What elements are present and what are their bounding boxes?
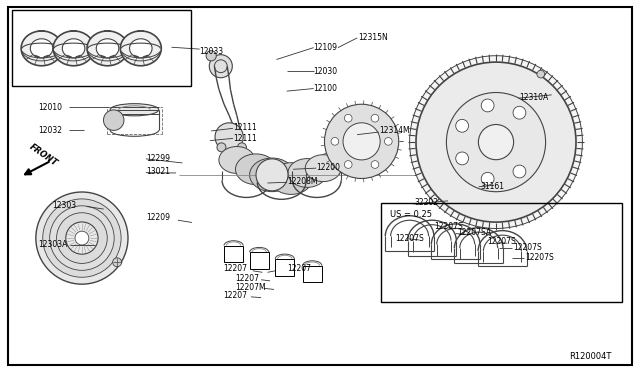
Text: R120004T: R120004T [569, 352, 611, 361]
Text: 12207SA: 12207SA [457, 228, 491, 237]
Text: 12299: 12299 [146, 154, 170, 163]
Text: 31161: 31161 [480, 182, 504, 191]
Text: 12207: 12207 [223, 291, 246, 300]
Ellipse shape [219, 147, 255, 173]
Ellipse shape [206, 51, 216, 61]
Ellipse shape [344, 114, 352, 122]
Ellipse shape [270, 163, 312, 195]
Ellipse shape [62, 39, 85, 58]
Text: US = 0.25: US = 0.25 [390, 210, 433, 219]
Text: 12315N: 12315N [358, 33, 388, 42]
Ellipse shape [513, 106, 526, 119]
Ellipse shape [250, 158, 294, 192]
Ellipse shape [343, 123, 380, 160]
Ellipse shape [416, 62, 576, 222]
Text: 12303A: 12303A [38, 240, 68, 249]
Text: 12010: 12010 [38, 103, 63, 112]
Text: 12111: 12111 [233, 134, 257, 143]
Text: FRONT: FRONT [28, 142, 60, 169]
Bar [381, 203, 622, 302]
Ellipse shape [237, 143, 246, 152]
Text: 12303: 12303 [52, 201, 77, 210]
Ellipse shape [410, 56, 582, 228]
Ellipse shape [324, 104, 399, 179]
Ellipse shape [113, 258, 122, 267]
Ellipse shape [256, 159, 288, 191]
Ellipse shape [87, 31, 128, 66]
Ellipse shape [371, 114, 379, 122]
Bar [12, 10, 191, 86]
Bar [275, 259, 294, 276]
Ellipse shape [215, 123, 243, 151]
Ellipse shape [385, 138, 392, 145]
Text: 12209: 12209 [146, 213, 170, 222]
Ellipse shape [305, 155, 341, 182]
Bar [303, 266, 322, 282]
Ellipse shape [217, 143, 226, 152]
Text: 12200: 12200 [316, 163, 340, 172]
Ellipse shape [344, 161, 352, 169]
Text: 12207: 12207 [287, 264, 311, 273]
Ellipse shape [331, 138, 339, 145]
Text: 12207S: 12207S [396, 234, 424, 243]
Text: 12207S: 12207S [513, 243, 542, 252]
Ellipse shape [53, 31, 94, 66]
Ellipse shape [236, 154, 276, 185]
Ellipse shape [36, 192, 128, 284]
Text: 12207S: 12207S [488, 237, 516, 246]
Text: 12207: 12207 [223, 264, 246, 273]
Ellipse shape [513, 165, 526, 178]
Ellipse shape [481, 99, 494, 112]
Text: 12032: 12032 [38, 126, 63, 135]
Ellipse shape [43, 199, 121, 277]
Bar [250, 252, 269, 269]
Ellipse shape [371, 161, 379, 169]
Ellipse shape [75, 231, 89, 245]
Ellipse shape [481, 172, 494, 185]
Text: 32202: 32202 [415, 198, 439, 207]
Ellipse shape [66, 222, 98, 254]
Text: 12208M: 12208M [287, 177, 317, 186]
Ellipse shape [56, 213, 108, 263]
Ellipse shape [479, 125, 514, 160]
Ellipse shape [50, 206, 114, 270]
Ellipse shape [110, 104, 159, 116]
Text: 12100: 12100 [314, 84, 338, 93]
Text: 12109: 12109 [314, 43, 338, 52]
Text: 12207S: 12207S [434, 222, 463, 231]
Ellipse shape [456, 152, 468, 165]
Ellipse shape [104, 110, 124, 131]
Ellipse shape [456, 119, 468, 132]
Ellipse shape [21, 31, 62, 66]
Ellipse shape [120, 31, 161, 66]
Text: 12207S: 12207S [525, 253, 554, 262]
Text: 12111: 12111 [233, 123, 257, 132]
Text: 12207M: 12207M [236, 283, 266, 292]
Text: 12033: 12033 [200, 47, 224, 56]
Text: 12207: 12207 [236, 274, 260, 283]
Text: 13021: 13021 [146, 167, 170, 176]
Ellipse shape [30, 39, 53, 58]
Ellipse shape [288, 158, 326, 187]
Bar [224, 246, 243, 262]
Ellipse shape [537, 70, 545, 78]
Ellipse shape [209, 55, 232, 78]
Text: 12314M: 12314M [379, 126, 410, 135]
Text: 12310A: 12310A [520, 93, 549, 102]
Ellipse shape [447, 93, 545, 192]
Text: 12030: 12030 [314, 67, 338, 76]
Ellipse shape [129, 39, 152, 58]
Ellipse shape [96, 39, 119, 58]
